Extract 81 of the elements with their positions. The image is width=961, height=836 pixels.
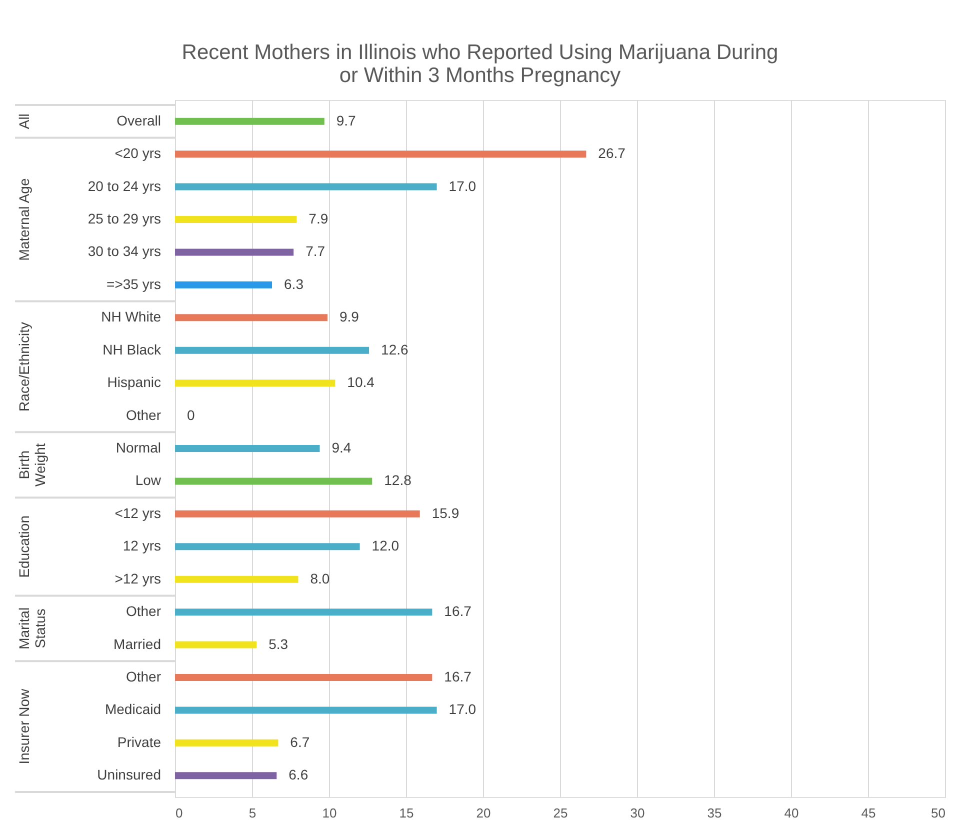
bar — [175, 510, 420, 518]
y-tick-label: >12 yrs — [114, 570, 161, 586]
data-label: 26.7 — [598, 145, 626, 162]
y-tick-label: Normal — [116, 440, 161, 456]
x-tick-label: 50 — [931, 806, 946, 820]
x-tick-label: 25 — [553, 806, 568, 820]
y-tick-label: 12 yrs — [122, 538, 161, 554]
y-tick-label: NH Black — [102, 341, 162, 358]
x-tick-label: 45 — [861, 806, 876, 820]
data-label: 8.0 — [310, 570, 330, 586]
y-tick-label: =>35 yrs — [106, 276, 161, 292]
data-label: 12.0 — [372, 538, 400, 554]
bar — [175, 608, 432, 616]
text: Maternal Age — [16, 178, 32, 261]
chart-title: Recent Mothers in Illinois who Reported Using Marijuana During or Within 3 Months Pregnancy — [182, 41, 778, 87]
bar — [175, 281, 272, 288]
y-tick-label: <20 yrs — [114, 145, 161, 162]
data-label: 16.7 — [444, 603, 472, 620]
y-tick-label: Medicaid — [104, 701, 161, 718]
y-tick-label: Hispanic — [107, 374, 161, 390]
x-tick-label: 40 — [784, 806, 799, 820]
y-tick-label: Private — [117, 734, 162, 750]
data-label: 9.4 — [332, 440, 352, 456]
data-label: 9.7 — [336, 112, 356, 128]
data-label: 12.6 — [381, 341, 408, 358]
x-tick-label: 30 — [630, 806, 645, 820]
y-tick-label: Married — [114, 636, 161, 652]
y-tick-label: Low — [135, 472, 162, 488]
y-tick-label: Overall — [116, 112, 161, 128]
bar — [175, 445, 320, 452]
data-label: 5.3 — [268, 636, 288, 652]
x-tick-label: 35 — [707, 806, 722, 820]
bar — [175, 183, 437, 190]
text: Education — [16, 516, 32, 578]
data-label: 12.8 — [384, 472, 412, 488]
bar — [175, 118, 324, 125]
bar — [175, 216, 297, 223]
y-tick-label: NH White — [101, 308, 162, 325]
y-tick-label: Uninsured — [97, 766, 161, 783]
bar — [175, 772, 277, 780]
y-tick-label: 25 to 29 yrs — [88, 210, 161, 226]
bar — [175, 674, 432, 681]
bar — [175, 346, 370, 354]
data-label: 0 — [187, 406, 195, 423]
text: All — [16, 114, 32, 130]
bar — [175, 380, 336, 387]
data-label: 9.9 — [339, 308, 360, 325]
data-label: 17.0 — [448, 178, 476, 194]
x-tick-label: 15 — [399, 806, 414, 820]
bar — [175, 314, 328, 322]
bar — [175, 150, 586, 158]
data-label: 17.0 — [448, 701, 476, 718]
bar — [175, 576, 298, 583]
bar — [175, 478, 372, 485]
bar — [175, 706, 437, 714]
text: Race/Ethnicity — [16, 322, 32, 412]
data-label: 16.7 — [444, 668, 472, 684]
data-label: 15.9 — [432, 504, 460, 521]
bar — [175, 739, 278, 746]
y-tick-label: 30 to 34 yrs — [88, 243, 161, 260]
data-label: 7.7 — [306, 243, 326, 260]
bar — [175, 543, 360, 550]
y-tick-label: 20 to 24 yrs — [88, 178, 161, 194]
y-tick-label: <12 yrs — [114, 504, 161, 521]
bar — [175, 248, 294, 256]
text: Insurer Now — [16, 688, 32, 764]
bar — [175, 641, 257, 648]
x-tick-label: 20 — [476, 806, 491, 820]
y-tick-label: Other — [126, 406, 162, 423]
text: Birth Weight — [16, 443, 48, 487]
x-tick-label: 0 — [176, 806, 183, 820]
x-tick-label: 5 — [248, 806, 256, 820]
data-label: 6.6 — [288, 766, 308, 783]
text: Marital Status — [16, 607, 48, 650]
x-tick-label: 10 — [322, 806, 337, 820]
data-label: 6.3 — [284, 276, 304, 292]
y-tick-label: Other — [126, 603, 162, 620]
data-label: 10.4 — [347, 374, 375, 390]
data-label: 6.7 — [290, 734, 310, 750]
y-tick-label: Other — [126, 668, 162, 684]
data-label: 7.9 — [308, 210, 328, 226]
